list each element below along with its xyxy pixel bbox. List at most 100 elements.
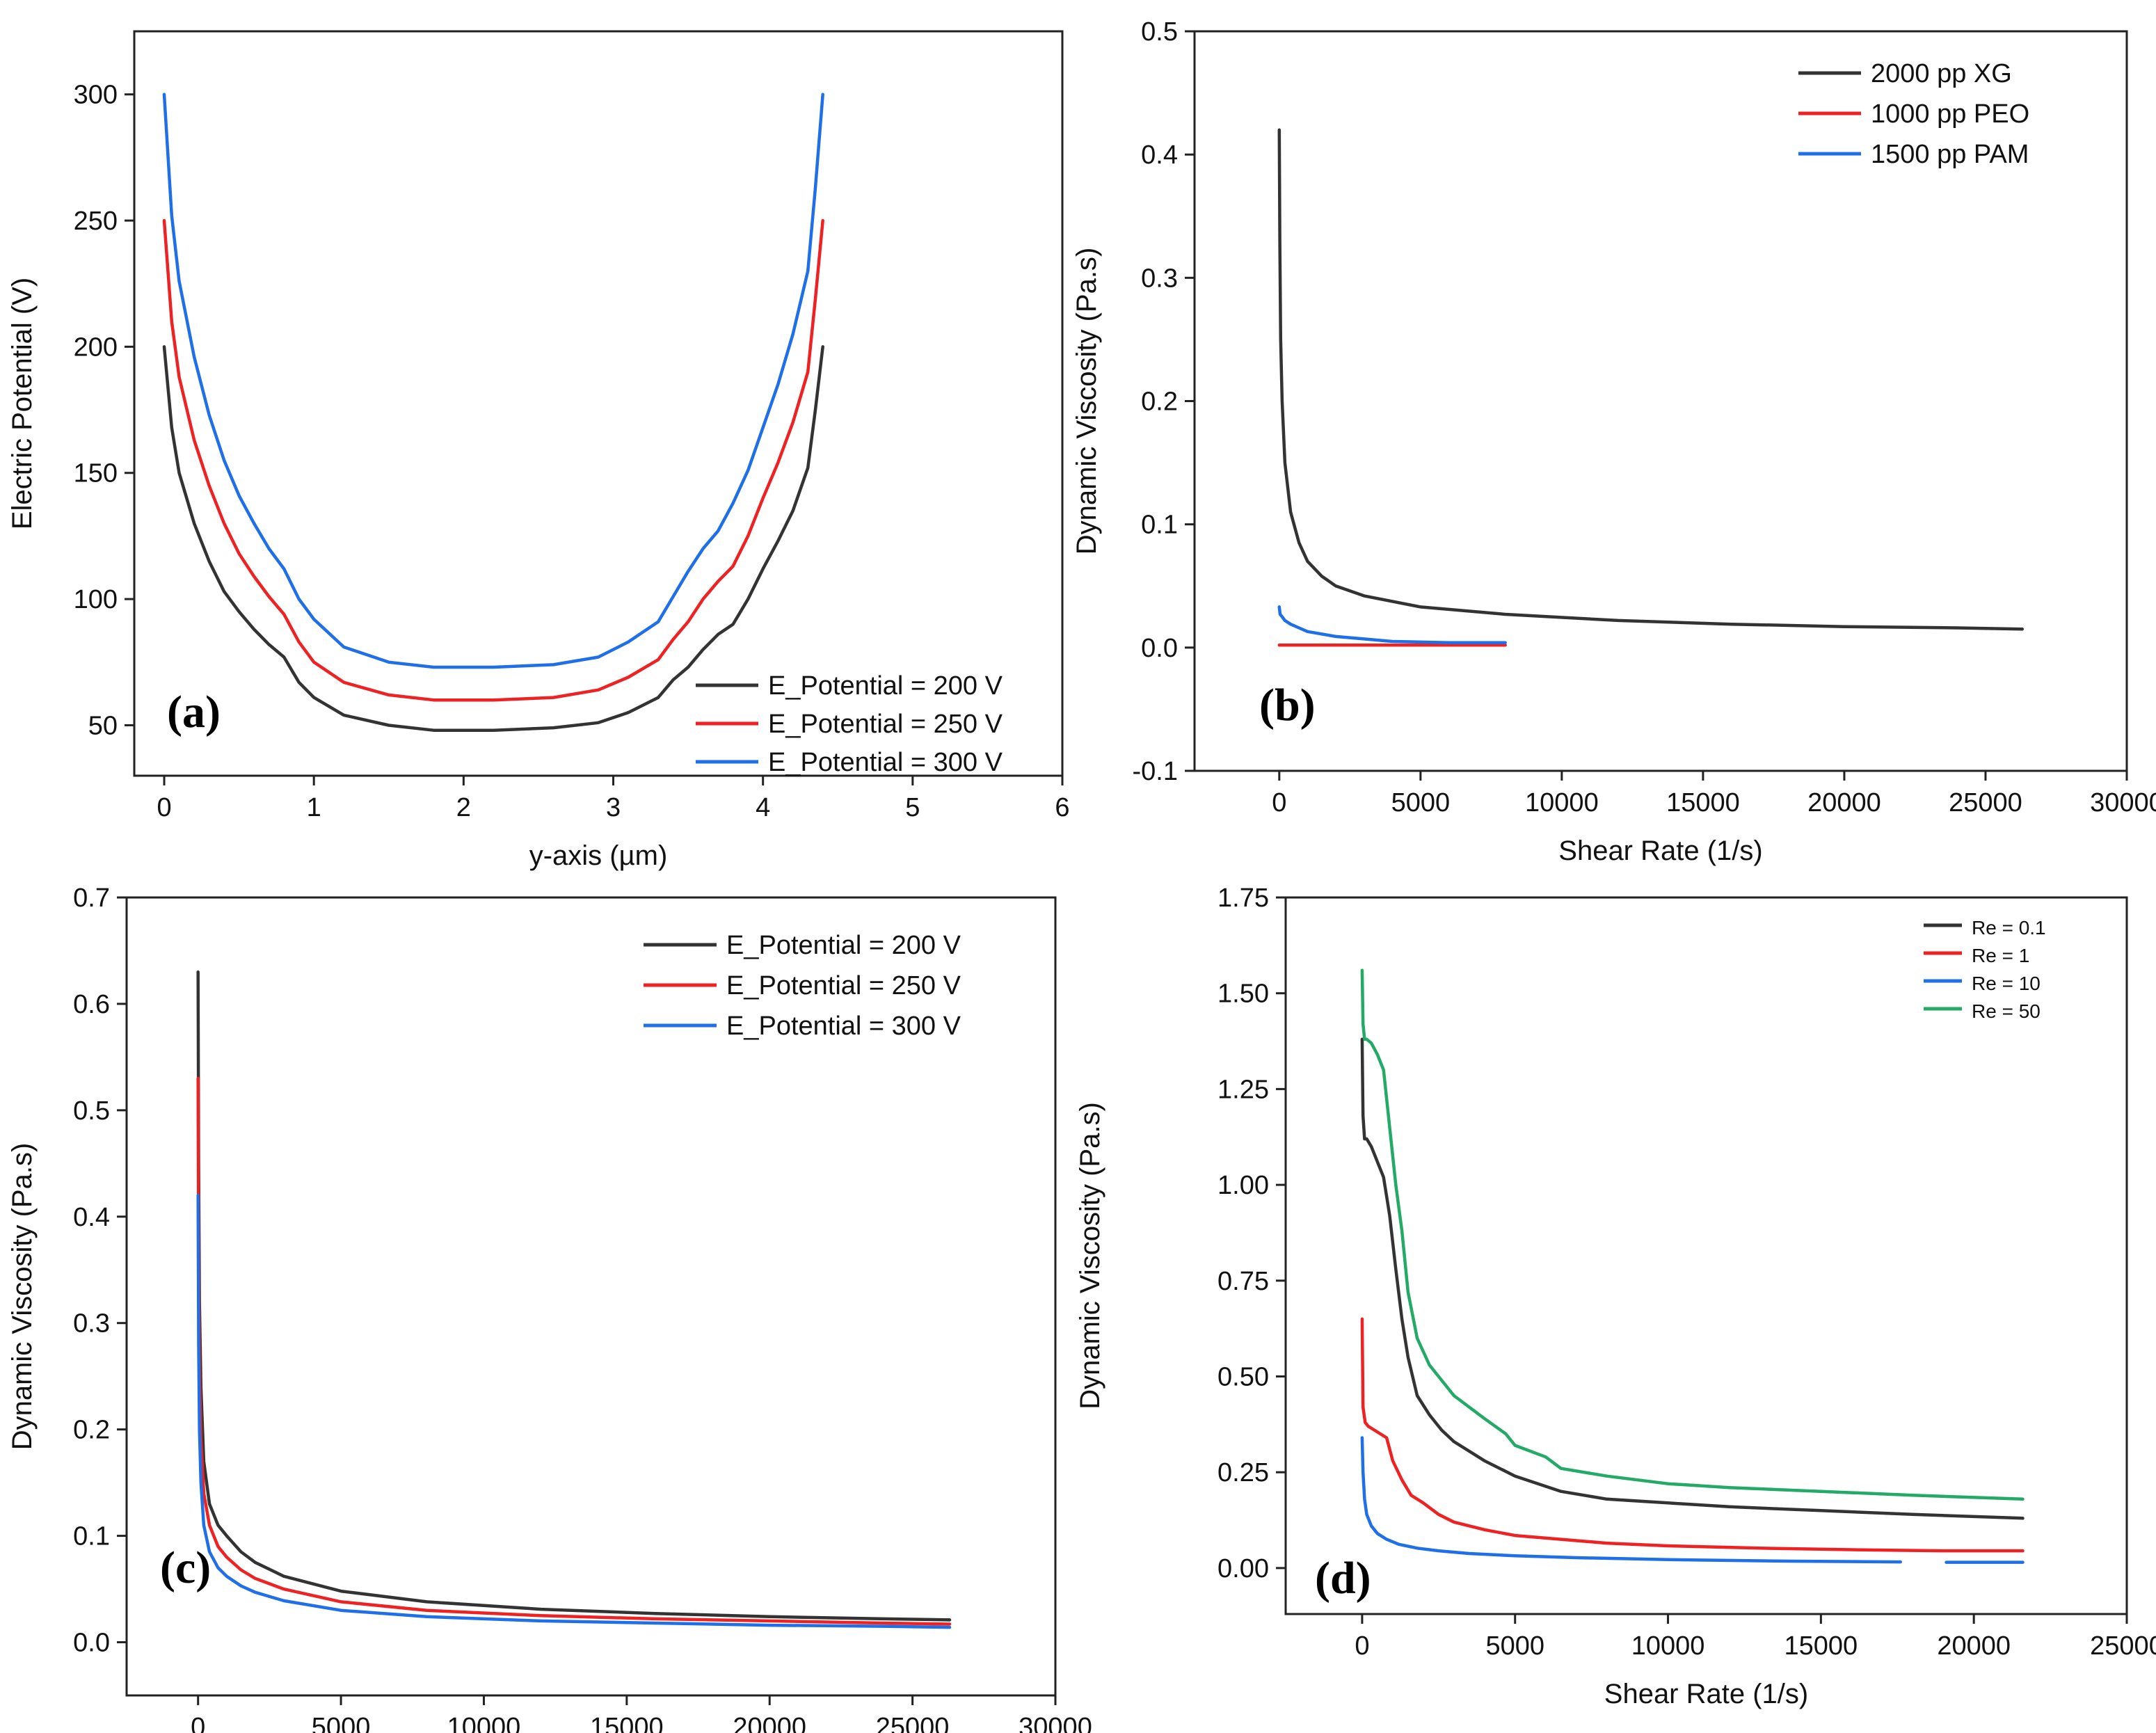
series-line	[1277, 128, 2025, 631]
y-axis-label: Dynamic Viscosity (Pa.s)	[7, 1143, 38, 1451]
x-tick-label: 0	[191, 1713, 205, 1733]
y-tick-label: 100	[74, 585, 118, 614]
x-tick-label: 15000	[1666, 788, 1740, 817]
y-tick-label: 0.2	[73, 1416, 110, 1445]
x-tick-label: 5	[905, 793, 920, 822]
x-tick-label: 25000	[876, 1713, 950, 1733]
y-tick-label: 1.00	[1217, 1171, 1269, 1200]
legend-entry: 1500 pp PAM	[1871, 140, 2029, 169]
x-axis-label: Shear Rate (1/s)	[1604, 1679, 1808, 1709]
y-tick-label: 300	[74, 81, 118, 110]
legend-entry: E_Potential = 250 V	[768, 710, 1003, 739]
x-tick-label: 0	[1272, 788, 1286, 817]
x-axis-label: y-axis (µm)	[529, 840, 668, 871]
panel-tag: (c)	[160, 1542, 211, 1593]
y-tick-label: 0.4	[1141, 141, 1178, 170]
y-axis-label: Dynamic Viscosity (Pa.s)	[1071, 248, 1102, 555]
y-tick-label: 0.7	[73, 884, 110, 913]
x-tick-label: 30000	[1019, 1713, 1092, 1733]
plot-frame	[1284, 896, 2128, 1615]
x-tick-label: 20000	[733, 1713, 806, 1733]
x-tick-label: 15000	[590, 1713, 664, 1733]
legend-entry: E_Potential = 250 V	[726, 971, 961, 1000]
x-tick-label: 30000	[2090, 788, 2156, 817]
series-line	[162, 345, 824, 732]
x-tick-label: 20000	[1937, 1631, 2011, 1661]
x-tick-label: 5000	[312, 1713, 371, 1733]
y-tick-label: 0.5	[1141, 17, 1178, 47]
series-line	[196, 1076, 952, 1626]
x-tick-label: 25000	[2090, 1631, 2156, 1661]
x-axis-label: Shear Rate (1/s)	[1558, 836, 1762, 866]
y-tick-label: 0.3	[73, 1309, 110, 1339]
y-tick-label: 0.6	[73, 990, 110, 1019]
x-tick-label: 3	[606, 793, 621, 822]
panel-a: 0 1 2 3 4 5 6 50 100 150 200 250 300 y-axis (µm) Elect…	[7, 30, 1070, 871]
plot-frame	[133, 30, 1064, 777]
y-tick-label: 50	[88, 711, 118, 740]
legend-entry: Re = 10	[1972, 973, 2041, 994]
x-tick-label: 20000	[1807, 788, 1881, 817]
legend-entry: Re = 50	[1972, 1000, 2041, 1022]
series-line	[1360, 1317, 2025, 1553]
legend-entry: E_Potential = 300 V	[768, 748, 1003, 777]
x-tick-label: 10000	[447, 1713, 521, 1733]
y-axis-label: Electric Potential (V)	[7, 278, 38, 529]
y-tick-label: 0.75	[1217, 1267, 1269, 1296]
x-tick-label: 0	[157, 793, 171, 822]
x-tick-label: 5000	[1391, 788, 1451, 817]
y-tick-label: 150	[74, 459, 118, 488]
series-line	[1277, 605, 1507, 644]
series-line	[1360, 1037, 2025, 1520]
y-tick-label: 0.25	[1217, 1458, 1269, 1487]
series-line	[1360, 968, 2025, 1501]
panel-b: 0 5000 10000 15000 20000 25000 30000 -0.1 0.0 0.1…	[1071, 17, 2156, 866]
series-line	[162, 93, 824, 669]
x-tick-label: 10000	[1631, 1631, 1705, 1661]
x-tick-label: 0	[1355, 1631, 1369, 1661]
legend-entry: 2000 pp XG	[1871, 59, 2012, 88]
series-line	[162, 218, 824, 702]
legend-entry: E_Potential = 200 V	[726, 931, 961, 960]
y-tick-label: 0.5	[73, 1096, 110, 1126]
y-tick-label: 0.2	[1141, 388, 1178, 417]
panel-tag: (b)	[1259, 680, 1316, 730]
y-tick-label: 1.50	[1217, 980, 1269, 1009]
y-tick-label: 250	[74, 207, 118, 236]
y-tick-label: 0.1	[1141, 511, 1178, 540]
x-tick-label: 10000	[1525, 788, 1599, 817]
panel-tag: (a)	[167, 687, 221, 737]
x-tick-label: 25000	[1949, 788, 2022, 817]
legend-entry: E_Potential = 200 V	[768, 671, 1003, 701]
x-tick-label: 6	[1055, 793, 1069, 822]
y-tick-label: 0.4	[73, 1203, 110, 1232]
y-tick-label: 0.3	[1141, 264, 1178, 293]
y-tick-label: 1.75	[1217, 884, 1269, 913]
y-tick-label: 0.0	[73, 1629, 110, 1658]
x-tick-label: 15000	[1784, 1631, 1858, 1661]
y-tick-label: 0.50	[1217, 1363, 1269, 1392]
legend-entry: Re = 1	[1972, 945, 2029, 966]
series-line	[196, 970, 952, 1622]
y-tick-label: 0.00	[1217, 1554, 1269, 1583]
x-tick-label: 4	[756, 793, 770, 822]
panel-tag: (d)	[1315, 1553, 1371, 1604]
legend-entry: E_Potential = 300 V	[726, 1012, 961, 1041]
series-line	[1360, 1436, 1902, 1564]
y-tick-label: -0.1	[1133, 757, 1178, 786]
panel-c: 0 5000 10000 15000 20000 25000 30000 0.0 0.1 0.2 0…	[7, 884, 1092, 1733]
legend-entry: Re = 0.1	[1972, 917, 2046, 939]
legend-entry: 1000 pp PEO	[1871, 99, 2029, 129]
panel-d: 0 5000 10000 15000 20000 25000 0.00 0.25 0.50 0.7…	[1075, 884, 2156, 1709]
x-tick-label: 2	[456, 793, 471, 822]
y-tick-label: 0.1	[73, 1522, 110, 1551]
plot-frame	[125, 896, 1057, 1697]
x-tick-label: 1	[307, 793, 321, 822]
y-tick-label: 1.25	[1217, 1075, 1269, 1104]
y-tick-label: 0.0	[1141, 634, 1178, 663]
x-tick-label: 5000	[1485, 1631, 1544, 1661]
y-axis-label: Dynamic Viscosity (Pa.s)	[1075, 1102, 1105, 1409]
y-tick-label: 200	[74, 333, 118, 362]
series-line	[196, 1193, 952, 1629]
